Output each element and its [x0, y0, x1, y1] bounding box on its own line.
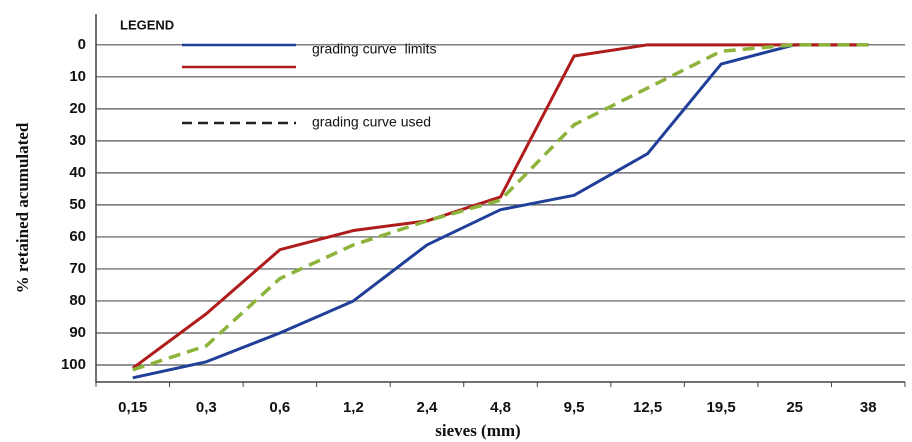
series-line: [132, 43, 869, 380]
x-axis-title: sieves (mm): [435, 421, 520, 440]
y-tick-label: 80: [69, 292, 86, 309]
x-tick-label: 2,4: [417, 399, 439, 416]
y-tick-label: 20: [69, 100, 86, 117]
x-tick-label: 25: [786, 399, 803, 416]
y-tick-label: 40: [69, 164, 86, 181]
y-tick-label: 10: [69, 68, 86, 85]
y-tick-label: 90: [69, 324, 86, 341]
x-tick-label: 12,5: [633, 399, 662, 416]
x-tick-label: 0,3: [196, 399, 217, 416]
y-tick-label: 0: [78, 36, 86, 53]
x-tick-label: 0,15: [118, 399, 147, 416]
y-tick-label: 60: [69, 228, 86, 245]
y-tick-label: 100: [61, 356, 86, 373]
x-tick-label: 1,2: [343, 399, 364, 416]
x-tick-label: 9,5: [564, 399, 585, 416]
series-line: [131, 43, 869, 370]
x-tick-label: 0,6: [269, 399, 290, 416]
y-tick-label: 30: [69, 132, 86, 149]
x-tick-label: 19,5: [707, 399, 736, 416]
legend-label: grading curve limits: [312, 41, 437, 57]
y-tick-label: 70: [69, 260, 86, 277]
series-line: [132, 43, 869, 372]
y-axis-title: % retained acumulated: [13, 122, 32, 293]
x-tick-label: 4,8: [490, 399, 511, 416]
y-tick-label: 50: [69, 196, 86, 213]
legend-title: LEGEND: [120, 17, 174, 32]
x-tick-label: 38: [860, 399, 877, 416]
legend-label: grading curve used: [312, 114, 431, 130]
